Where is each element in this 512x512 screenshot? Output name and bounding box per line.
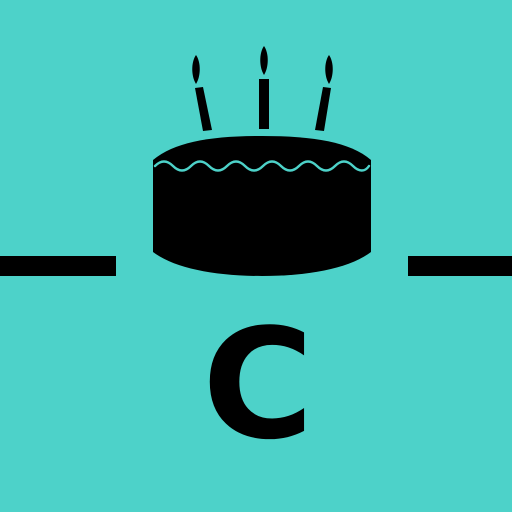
logo-letter: C <box>202 296 314 473</box>
flame-icon <box>325 55 333 84</box>
cake-icon <box>153 136 371 276</box>
cake-body <box>153 136 371 276</box>
icing-wave <box>153 160 371 172</box>
right-divider-line <box>408 256 512 276</box>
flame-icon <box>260 46 268 75</box>
candle-left <box>195 87 212 131</box>
candle-middle <box>259 79 269 129</box>
flame-icon <box>192 55 200 84</box>
candle-right <box>315 87 331 131</box>
candles-group <box>192 46 333 131</box>
left-divider-line <box>0 256 116 276</box>
